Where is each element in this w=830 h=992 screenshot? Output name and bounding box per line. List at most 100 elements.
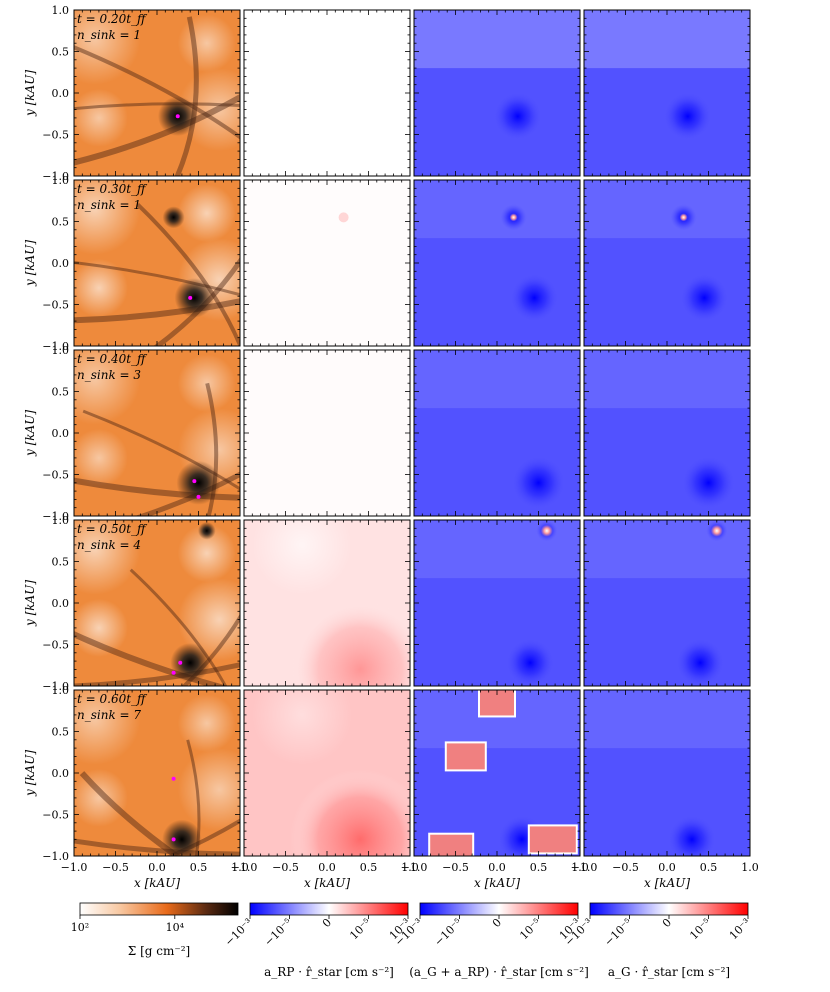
x-tick-label: −0.5: [102, 861, 129, 874]
panel-ticks: [243, 349, 411, 517]
x-tick-label: −1.0: [61, 861, 88, 874]
sink-particle: [188, 295, 193, 300]
x-axis-label: x [kAU]: [304, 876, 350, 890]
sigma-dense-core: [170, 642, 210, 683]
panel-r3-c2: [243, 349, 411, 517]
panel-ticks: [243, 179, 411, 347]
acc-weak-region: [414, 180, 580, 239]
time-annotation: t = 0.50t_ff: [77, 522, 148, 536]
arp-background: [244, 10, 410, 176]
sink-particle: [192, 479, 197, 484]
panel-grid: t = 0.20t_ff n_sink = 1 t = 0.30t_ff n_sink…: [73, 9, 751, 857]
colorbar-tick-label: −10⁻⁵: [432, 916, 465, 949]
x-tick-label: −1.0: [571, 861, 598, 874]
y-tick-label: 1.0: [52, 174, 70, 187]
acc-weak-region: [584, 10, 750, 69]
y-tick-label: 0.5: [52, 386, 70, 399]
y-tick-label: 0.0: [52, 767, 70, 780]
acc-rp-dominated-region: [444, 741, 487, 772]
sigma-low-density-region: [177, 524, 236, 583]
sink-particle: [196, 494, 201, 499]
acc-potential-well: [680, 274, 728, 322]
sink-count-annotation: n_sink = 1: [77, 28, 141, 42]
y-tick-label: −1.0: [42, 850, 69, 863]
panel-ticks: [243, 519, 411, 687]
arp-background: [244, 350, 410, 516]
sigma-low-density-region: [74, 520, 141, 595]
colorbar-tick-label: 0: [490, 916, 504, 930]
sigma-low-density-region: [177, 184, 236, 243]
sigma-low-density-region: [74, 428, 128, 487]
y-tick-label: 0.0: [52, 87, 70, 100]
acc-weak-region: [414, 350, 580, 409]
arp-strong-region: [290, 769, 410, 856]
x-axis-label: x [kAU]: [644, 876, 690, 890]
y-tick-label: −0.5: [42, 129, 69, 142]
y-tick-label: −0.5: [42, 469, 69, 482]
colorbar-label: Σ [g cm⁻²]: [128, 944, 190, 958]
panel-r5-c4: [583, 689, 751, 857]
x-axis-label: x [kAU]: [474, 876, 520, 890]
panel-r5-c2: [243, 689, 411, 857]
panel-ticks: [583, 179, 751, 347]
panel-r4-c1: t = 0.50t_ff n_sink = 4: [73, 519, 241, 687]
y-tick-label: −1.0: [42, 680, 69, 693]
y-axis-label: y [kAU]: [23, 750, 37, 797]
acc-rp-dominated-region: [527, 824, 578, 855]
panel-ticks: [583, 9, 751, 177]
x-tick-label: 1.0: [571, 861, 589, 874]
panel-r3-c1: t = 0.40t_ff n_sink = 3: [73, 349, 241, 517]
colorbar-tick-label: −10⁻⁵: [262, 916, 295, 949]
colorbar-tick-label: 10⁴: [166, 921, 185, 934]
acc-feedback-bubble: [679, 213, 688, 222]
y-tick-label: 0.5: [52, 216, 70, 229]
x-tick-label: −0.5: [612, 861, 639, 874]
acc-weak-region: [414, 10, 580, 69]
panel-ticks: [413, 519, 581, 687]
acc-rp-dominated-region: [428, 832, 475, 856]
y-tick-label: 1.0: [52, 684, 70, 697]
x-tick-label: −1.0: [231, 861, 258, 874]
panel-r1-c1: t = 0.20t_ff n_sink = 1: [73, 9, 241, 177]
colorbar-label: a_RP · r̂_star [cm s⁻²]: [264, 965, 394, 979]
acc-potential-well: [510, 274, 558, 322]
x-tick-label: 1.0: [741, 861, 759, 874]
sigma-low-density-region: [74, 350, 141, 425]
acc-potential-well: [676, 639, 724, 686]
y-tick-label: −1.0: [42, 510, 69, 523]
sigma-low-density-region: [177, 694, 236, 753]
panel-r3-c3: [413, 349, 581, 517]
colorbar-gradient: [249, 902, 409, 916]
time-annotation: t = 0.30t_ff: [77, 182, 148, 196]
acc-potential-well: [506, 639, 554, 686]
acc-potential-well: [512, 456, 565, 509]
colorbar-gradient: [419, 902, 579, 916]
axes-labels: −1.0 −0.5 0.0 0.5 1.0 y [kAU] −1.0 −0.5 0.0 0.5 1.…: [23, 4, 759, 890]
sink-particle: [178, 660, 183, 665]
y-tick-label: 1.0: [52, 514, 70, 527]
sigma-low-density-region: [74, 598, 128, 657]
panel-r1-c2: [243, 9, 411, 177]
sigma-dense-core: [198, 521, 216, 540]
panel-ticks: [73, 179, 241, 347]
x-tick-label: 0.5: [190, 861, 208, 874]
colorbar-tick-label: 0: [660, 916, 674, 930]
y-tick-label: 0.5: [52, 46, 70, 59]
time-annotation: t = 0.40t_ff: [77, 352, 148, 366]
acc-potential-well: [664, 92, 712, 140]
sink-particle: [171, 776, 176, 781]
panel-r2-c1: t = 0.30t_ff n_sink = 1: [73, 179, 241, 347]
y-tick-label: 0.0: [52, 427, 70, 440]
sigma-low-density-region: [177, 578, 240, 662]
colorbar-tick-label: −10⁻⁵: [602, 916, 635, 949]
panel-ticks: [583, 519, 751, 687]
panel-ticks: [413, 179, 581, 347]
colorbar-tick-label: 0: [320, 916, 334, 930]
panel-ticks: [583, 349, 751, 517]
sink-count-annotation: n_sink = 3: [77, 368, 141, 382]
acc-background: [414, 180, 580, 346]
y-axis-label: y [kAU]: [23, 410, 37, 457]
x-tick-label: 0.5: [700, 861, 718, 874]
x-tick-label: −1.0: [401, 861, 428, 874]
